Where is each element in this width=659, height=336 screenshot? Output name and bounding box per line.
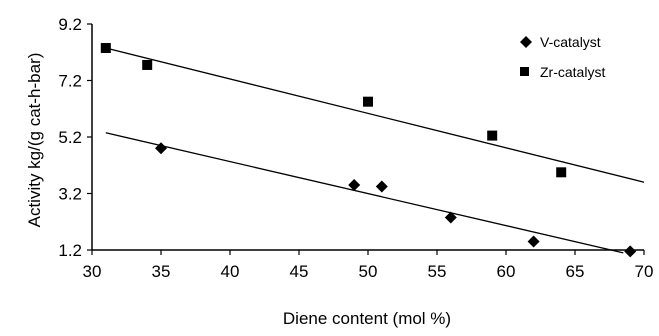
x-tick-label: 65	[566, 262, 585, 281]
y-tick-label: 7.2	[58, 72, 82, 91]
y-tick-label: 5.2	[58, 128, 82, 147]
point-zr-catalyst	[556, 167, 567, 178]
x-tick-label: 30	[83, 262, 102, 281]
y-tick-label: 9.2	[58, 15, 82, 34]
point-zr-catalyst	[487, 130, 498, 141]
x-tick-label: 35	[152, 262, 171, 281]
x-tick-label: 70	[635, 262, 654, 281]
y-axis-title: Activity kg/(g cat-h-bar)	[25, 53, 44, 228]
point-zr-catalyst	[142, 59, 153, 70]
legend-label-v-catalyst: V-catalyst	[540, 34, 601, 50]
point-v-catalyst	[348, 179, 361, 192]
x-tick-label: 40	[221, 262, 240, 281]
x-tick-label: 60	[497, 262, 516, 281]
point-v-catalyst	[624, 245, 637, 258]
point-zr-catalyst	[100, 43, 111, 54]
y-tick-label: 1.2	[58, 241, 82, 260]
legend-marker-v-catalyst	[520, 36, 532, 48]
x-axis-title: Diene content (mol %)	[283, 309, 451, 328]
trendline-v-catalyst	[105, 132, 624, 254]
point-v-catalyst	[527, 235, 540, 248]
data-points	[100, 43, 637, 258]
trendline-zr-catalyst	[105, 47, 645, 183]
legend: V-catalyst Zr-catalyst	[520, 34, 605, 80]
x-tick-label: 55	[428, 262, 447, 281]
point-zr-catalyst	[363, 96, 373, 107]
y-tick-label: 3.2	[58, 185, 82, 204]
point-v-catalyst	[155, 142, 167, 155]
axes	[87, 23, 645, 255]
x-tick-label: 50	[359, 262, 378, 281]
tick-labels: 30 35 40 45 50 55 60 65 70 1.2 3.2 5.2 7.2 9.2	[58, 15, 653, 281]
trendlines	[105, 47, 645, 254]
point-v-catalyst	[375, 180, 388, 193]
x-tick-label: 45	[290, 262, 309, 281]
legend-label-zr-catalyst: Zr-catalyst	[540, 64, 605, 80]
legend-marker-zr-catalyst	[520, 67, 529, 76]
point-v-catalyst	[444, 211, 457, 224]
